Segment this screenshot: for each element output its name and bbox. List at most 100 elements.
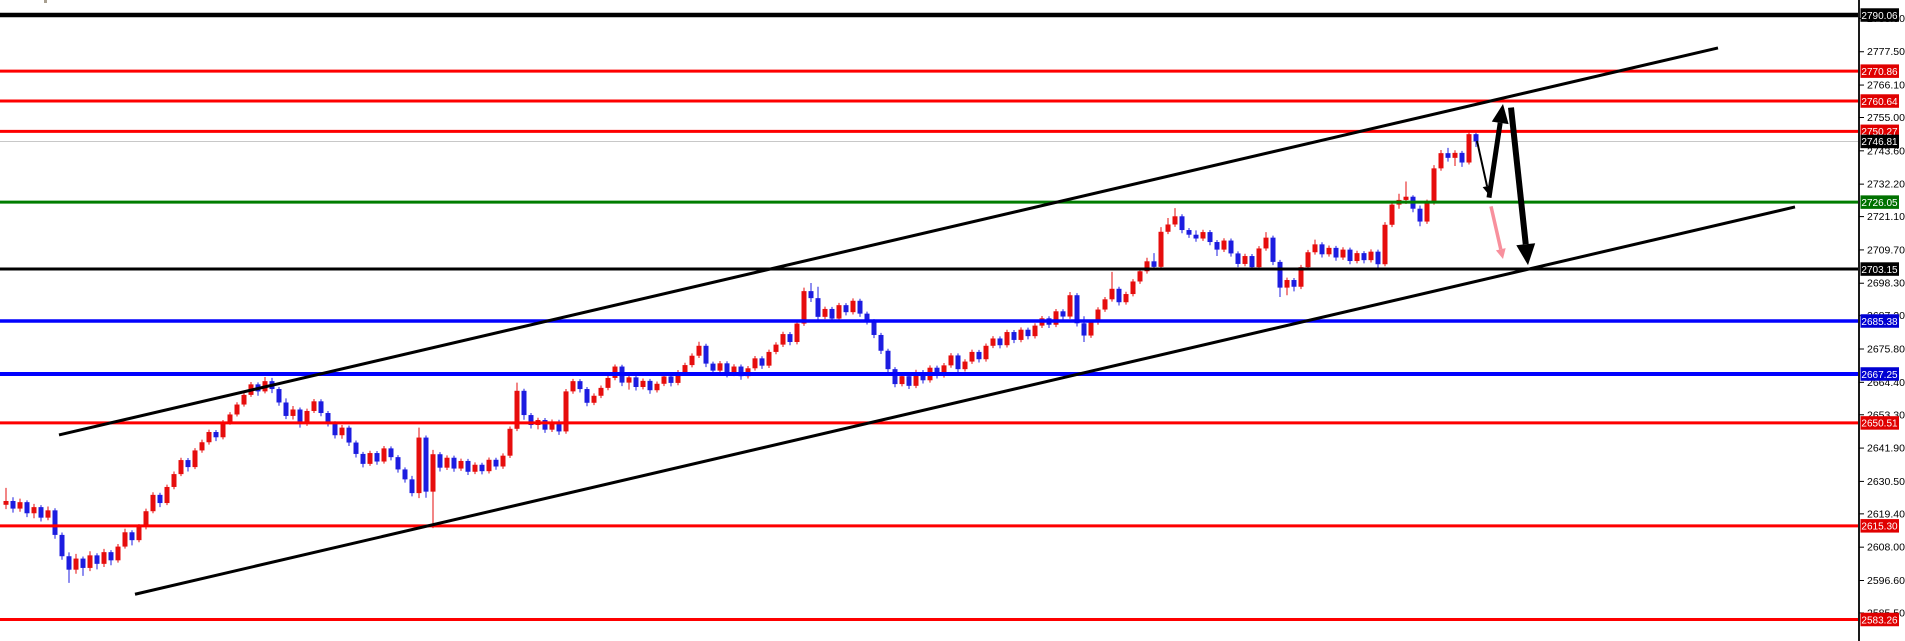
candle-body	[409, 479, 415, 494]
candle-body	[395, 457, 401, 470]
candle-body	[724, 363, 730, 374]
bull-projection-arrow-shaft[interactable]	[1486, 122, 1503, 198]
candle-body	[1284, 280, 1290, 288]
candle-body	[374, 453, 380, 462]
trendline-lower[interactable]	[134, 205, 1796, 596]
candle-body	[430, 454, 436, 492]
candle-body	[220, 422, 226, 438]
candle	[1032, 323, 1038, 339]
candle	[1319, 242, 1325, 258]
bull-projection-arrow-head[interactable]	[1491, 104, 1509, 125]
candle	[31, 503, 37, 519]
candle	[1228, 238, 1234, 257]
candle	[759, 356, 765, 369]
candle-body	[1333, 247, 1339, 258]
candle	[1207, 230, 1213, 246]
candle-body	[1375, 251, 1381, 265]
candle	[171, 471, 177, 490]
axis-tick-label: 2743.60	[1867, 145, 1905, 157]
pullback-arrow-shaft[interactable]	[1476, 140, 1489, 187]
pink-projection-arrow[interactable]	[1489, 205, 1506, 259]
candle	[108, 550, 114, 566]
candle-body	[1403, 196, 1409, 200]
candle-body	[45, 510, 51, 518]
candle	[1326, 245, 1332, 257]
candle	[1368, 249, 1374, 263]
candle	[507, 426, 513, 459]
candle	[241, 392, 247, 407]
candle	[283, 398, 289, 420]
candle	[1123, 291, 1129, 305]
candle-body	[479, 464, 485, 472]
price-level-label-bg	[1860, 262, 1899, 276]
candle-body	[682, 365, 688, 373]
candle-body	[1340, 249, 1346, 258]
candle-body	[339, 427, 345, 436]
candle	[626, 375, 632, 390]
candle	[570, 378, 576, 394]
candle	[353, 440, 359, 458]
candle-body	[304, 410, 310, 424]
candle	[983, 343, 989, 362]
candle-body	[1305, 252, 1311, 268]
candle	[584, 386, 590, 407]
candle	[437, 452, 443, 472]
pink-projection-arrow-head[interactable]	[1495, 248, 1506, 259]
candle-body	[360, 453, 366, 464]
candle	[542, 417, 548, 433]
bear-projection-arrow[interactable]	[1508, 107, 1536, 266]
candle	[416, 427, 422, 499]
price-level-label: 2685.38	[1861, 317, 1898, 328]
candle-body	[1438, 153, 1444, 169]
candle-body	[1326, 247, 1332, 255]
candle-body	[346, 427, 352, 443]
candle	[1200, 229, 1206, 241]
candle	[402, 467, 408, 483]
price-level-label: 2650.51	[1861, 419, 1898, 430]
candle-body	[150, 494, 156, 512]
candle	[766, 349, 772, 368]
candle	[1424, 199, 1430, 224]
candle	[444, 455, 450, 471]
candle	[1466, 130, 1472, 165]
candle-body	[381, 448, 387, 462]
candle-body	[465, 460, 471, 472]
candle	[1354, 250, 1360, 264]
candle-body	[1207, 232, 1213, 243]
candle-body	[1473, 134, 1479, 142]
candle-body	[920, 372, 926, 381]
candle	[1305, 249, 1311, 270]
axis-tick-label: 2698.30	[1867, 278, 1905, 290]
bear-projection-arrow-shaft[interactable]	[1508, 107, 1529, 245]
trendline-upper[interactable]	[58, 46, 1719, 437]
candle	[1473, 132, 1479, 148]
candle	[857, 298, 863, 317]
candle	[423, 435, 429, 498]
candle-body	[10, 500, 16, 509]
candle-body	[843, 305, 849, 313]
candle	[577, 379, 583, 393]
candle	[409, 475, 415, 497]
candle	[997, 336, 1003, 349]
candle-body	[871, 321, 877, 335]
candle-body	[710, 363, 716, 371]
candle	[164, 484, 170, 506]
candle-body	[24, 502, 30, 514]
candle-body	[780, 334, 786, 345]
candle-body	[1116, 288, 1122, 303]
candle	[1109, 271, 1115, 302]
candle	[948, 353, 954, 368]
candle	[647, 378, 653, 394]
pink-projection-arrow-shaft[interactable]	[1489, 205, 1503, 250]
candle	[885, 348, 891, 373]
candle-body	[801, 291, 807, 324]
candle	[1004, 329, 1010, 348]
candle-body	[1382, 224, 1388, 265]
price-level-label-bg	[1860, 416, 1899, 430]
candle	[878, 332, 884, 354]
candle	[1193, 230, 1199, 242]
bull-projection-arrow[interactable]	[1486, 104, 1509, 198]
candle-body	[528, 415, 534, 425]
bear-projection-arrow-head[interactable]	[1516, 243, 1536, 266]
